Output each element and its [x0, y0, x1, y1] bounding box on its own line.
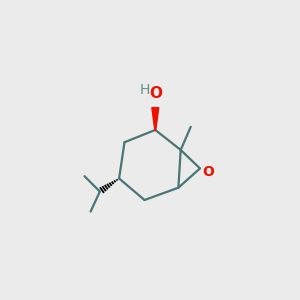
Polygon shape [152, 108, 159, 130]
Text: O: O [202, 164, 214, 178]
Text: H: H [139, 83, 150, 97]
Text: O: O [149, 86, 162, 101]
